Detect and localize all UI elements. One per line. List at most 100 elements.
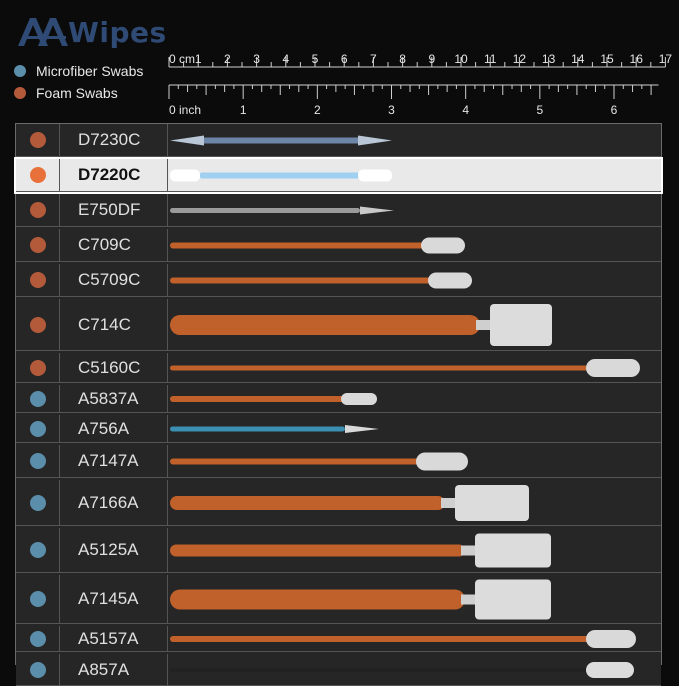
microfiber-dot-icon — [29, 542, 46, 558]
ruler-cm-label: 9 — [428, 52, 435, 66]
swab-type-cell — [16, 229, 60, 261]
microfiber-dot-icon — [29, 494, 46, 511]
swab-code: A5837A — [60, 385, 168, 412]
swab-type-cell — [16, 528, 60, 572]
swab-type-cell — [16, 159, 60, 191]
ruler-cm-label: 10 — [454, 52, 468, 66]
swab-code: C5709C — [60, 264, 168, 296]
foam-dot-icon — [14, 87, 26, 99]
swab-code: A7145A — [60, 575, 168, 623]
swab-code: A5157A — [60, 626, 168, 651]
swab-row[interactable]: A5157A — [16, 626, 661, 652]
double-tip-foam-swab-icon — [170, 169, 392, 182]
swab-image-cell — [168, 299, 661, 350]
swab-row[interactable]: C709C — [16, 229, 661, 262]
legend-item-microfiber: Microfiber Swabs — [14, 60, 143, 82]
swab-image-cell — [168, 124, 661, 156]
legend-label: Foam Swabs — [36, 85, 118, 101]
swab-row[interactable]: A756A — [16, 415, 661, 443]
swab-code: C714C — [60, 299, 168, 350]
ruler-inch-label: 1 — [240, 103, 247, 117]
aa-logo-icon — [18, 18, 68, 46]
foam-dot-icon — [29, 237, 46, 253]
long-foam-swab-icon — [170, 359, 640, 377]
microfiber-dot-icon — [29, 420, 46, 437]
swab-image-cell — [168, 229, 661, 261]
swab-row[interactable]: A5837A — [16, 385, 661, 413]
microfiber-dot-icon — [29, 661, 46, 678]
small-round-foam-swab-icon — [170, 272, 472, 289]
swab-code: A857A — [60, 654, 168, 685]
legend-item-foam: Foam Swabs — [14, 82, 143, 104]
swab-type-cell — [16, 385, 60, 412]
swab-row[interactable]: A857A — [16, 654, 661, 686]
microfiber-dot-icon — [29, 630, 46, 647]
legend: Microfiber Swabs Foam Swabs — [14, 60, 143, 104]
swab-type-cell — [16, 480, 60, 525]
swab-row[interactable]: E750DF — [16, 194, 661, 227]
swab-code: D7220C — [60, 159, 168, 191]
swab-code: A756A — [60, 415, 168, 442]
swab-image-cell — [168, 445, 661, 477]
ruler-cm-label: 12 — [513, 52, 527, 66]
legend-label: Microfiber Swabs — [36, 63, 144, 79]
ruler-cm-label: 4 — [282, 52, 289, 66]
ruler-cm-label: 17 — [659, 52, 673, 66]
ruler-inch-label: 4 — [462, 103, 469, 117]
foam-dot-icon — [29, 359, 46, 376]
foam-dot-icon — [29, 132, 46, 148]
ruler-inch-label: 5 — [536, 103, 543, 117]
swab-image-cell — [168, 654, 661, 685]
swab-image-cell — [168, 264, 661, 296]
ruler-inch-label: 6 — [611, 103, 618, 117]
ruler-cm-zero-label: 0 cm — [169, 52, 195, 66]
swab-type-cell — [16, 194, 60, 226]
swab-image-cell — [168, 480, 661, 525]
swab-image-cell — [168, 194, 661, 226]
swab-image-cell — [168, 415, 661, 442]
swab-row[interactable]: D7230C — [16, 124, 661, 157]
swab-image-cell — [168, 575, 661, 623]
ruler-cm-label: 14 — [571, 52, 585, 66]
large-square-foam-swab-icon — [170, 304, 552, 346]
swab-size-table: D7230C D7220C E750DF C709C C5709C C714C C5160C… — [14, 123, 663, 686]
swab-code: C709C — [60, 229, 168, 261]
swab-type-cell — [16, 264, 60, 296]
swab-image-cell — [168, 353, 661, 382]
swab-row[interactable]: C5160C — [16, 353, 661, 383]
microfiber-dot-icon — [14, 65, 26, 77]
pointed-microfiber-swab-icon — [170, 425, 379, 433]
ruler-cm-label: 6 — [341, 52, 348, 66]
swab-type-cell — [16, 299, 60, 350]
double-tip-microfiber-swab-icon — [170, 135, 392, 146]
swab-code: E750DF — [60, 194, 168, 226]
foam-dot-icon — [29, 202, 46, 218]
ruler-inch-label: 2 — [314, 103, 321, 117]
swab-row[interactable]: C714C — [16, 299, 661, 351]
brand-name: Wipes — [68, 15, 167, 49]
swab-image-cell — [168, 385, 661, 412]
ruler-cm-label: 5 — [312, 52, 319, 66]
ruler-cm-label: 16 — [630, 52, 644, 66]
large-square-microfiber-swab-icon — [170, 579, 551, 620]
swab-row[interactable]: A5125A — [16, 528, 661, 573]
swab-row[interactable]: A7145A — [16, 575, 661, 624]
ruler-cm-label: 15 — [600, 52, 614, 66]
swab-type-cell — [16, 654, 60, 685]
swab-type-cell — [16, 353, 60, 382]
swab-row[interactable]: A7166A — [16, 480, 661, 526]
swab-row[interactable]: C5709C — [16, 264, 661, 297]
swab-image-cell — [168, 626, 661, 651]
small-round-microfiber-swab-icon — [170, 452, 468, 471]
swab-code: A7166A — [60, 480, 168, 525]
brand-logo: Wipes — [16, 14, 167, 50]
large-square-microfiber-swab-icon — [170, 533, 551, 568]
ruler-cm-label: 13 — [542, 52, 556, 66]
swab-code: C5160C — [60, 353, 168, 382]
small-round-foam-swab-icon — [170, 237, 465, 254]
swab-row[interactable]: A7147A — [16, 445, 661, 478]
pointed-foam-swab-icon — [170, 206, 394, 215]
large-square-microfiber-swab-icon — [170, 485, 529, 521]
swab-image-cell — [168, 528, 661, 572]
swab-row[interactable]: D7220C — [14, 157, 663, 194]
